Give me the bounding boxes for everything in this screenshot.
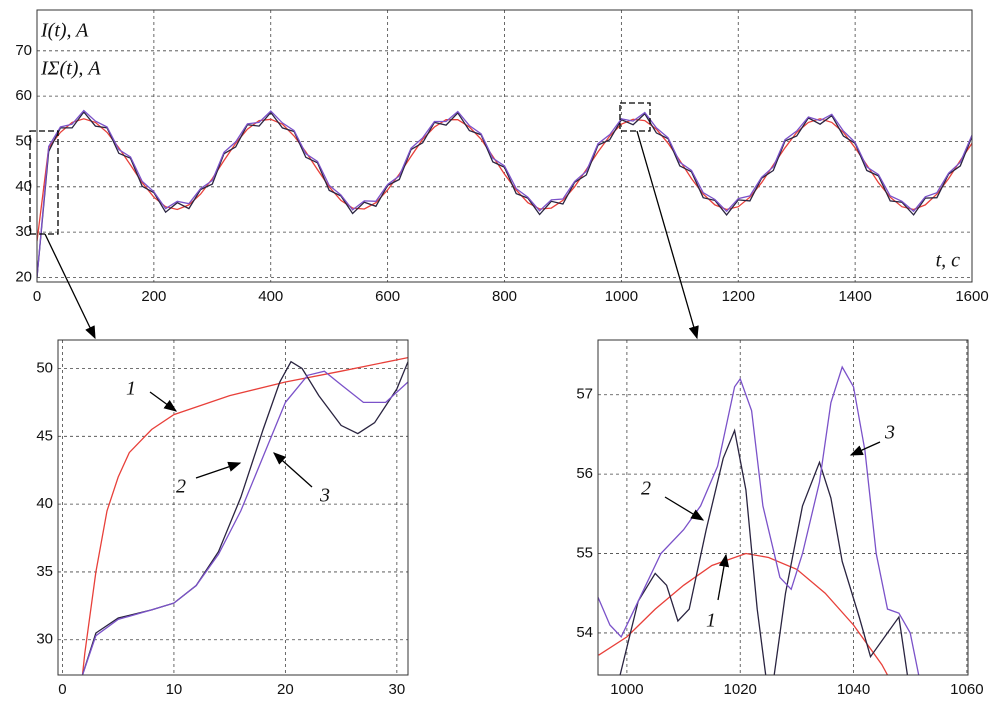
panel: 1000 1020 1040 1060 54 55 56 57 2 1 3 [576,339,984,698]
y-tick-label: 50 [15,132,32,149]
annotation: 2 [641,478,651,500]
plot-area [598,365,920,675]
y-tick-label: 35 [36,563,53,580]
x-tick-label: 10 [166,681,183,698]
annotation: 3 [319,485,330,507]
annotation: 2 [176,476,186,498]
y-tick-label: 50 [36,359,53,376]
panel: 0 10 20 30 30 35 40 45 50 1 2 3 [36,339,409,698]
x-tick-label: 1060 [950,681,983,698]
annotation: 3 [884,422,895,444]
y-tick-label: 56 [576,465,593,482]
x-axis-label: t, c [936,250,961,272]
series-line [598,365,920,675]
plot-area [81,356,408,675]
y-tick-label: 30 [36,631,53,648]
arrow [149,391,178,412]
x-tick-label: 400 [258,288,283,305]
series-line [81,360,408,675]
y-tick-label: 40 [15,178,32,195]
x-tick-label: 0 [33,288,41,305]
x-tick-label: 1020 [724,681,757,698]
plot-area [37,109,972,278]
y-axis-label: IΣ(t), A [40,58,101,80]
plot-frame [597,339,969,676]
zoom-box [619,102,651,132]
y-tick-label: 40 [36,495,53,512]
plot-frame [36,9,973,283]
x-tick-label: 30 [389,681,406,698]
arrow [664,496,705,521]
zoom-markers [29,102,881,601]
y-tick-label: 54 [576,624,593,641]
arrow [717,553,730,601]
arrow [44,233,96,340]
x-tick-label: 1000 [605,288,638,305]
annotation: 1 [706,610,716,632]
annotation: 1 [126,378,136,400]
plot-frame [57,339,409,676]
x-tick-label: 200 [141,288,166,305]
y-tick-label: 30 [15,223,32,240]
arrow [636,130,699,340]
series-line [81,370,408,675]
y-tick-label: 57 [576,386,593,403]
y-tick-label: 55 [576,545,593,562]
x-tick-label: 600 [375,288,400,305]
zoom-box [29,130,59,235]
x-tick-label: 800 [492,288,517,305]
y-axis-label: I(t), A [40,20,89,42]
series-line [37,109,972,278]
x-tick-label: 0 [58,681,66,698]
series-line [598,552,889,675]
x-tick-label: 20 [277,681,294,698]
arrow [195,461,242,479]
x-tick-label: 1600 [955,288,988,305]
x-tick-label: 1000 [610,681,643,698]
panel: 0 200 400 600 800 1000 1200 1400 1600 20 30 40 50 60 7… [15,9,989,305]
arrow [849,441,881,456]
y-tick-label: 20 [15,268,32,285]
y-tick-label: 70 [15,42,32,59]
x-tick-label: 1040 [837,681,870,698]
arrow [273,452,313,488]
x-tick-label: 1200 [722,288,755,305]
x-tick-label: 1400 [838,288,871,305]
y-tick-label: 60 [15,87,32,104]
plots: 0 200 400 600 800 1000 1200 1400 160020304050607… [15,9,989,698]
series-line [81,356,408,675]
series-line [619,428,909,675]
y-tick-label: 45 [36,427,53,444]
